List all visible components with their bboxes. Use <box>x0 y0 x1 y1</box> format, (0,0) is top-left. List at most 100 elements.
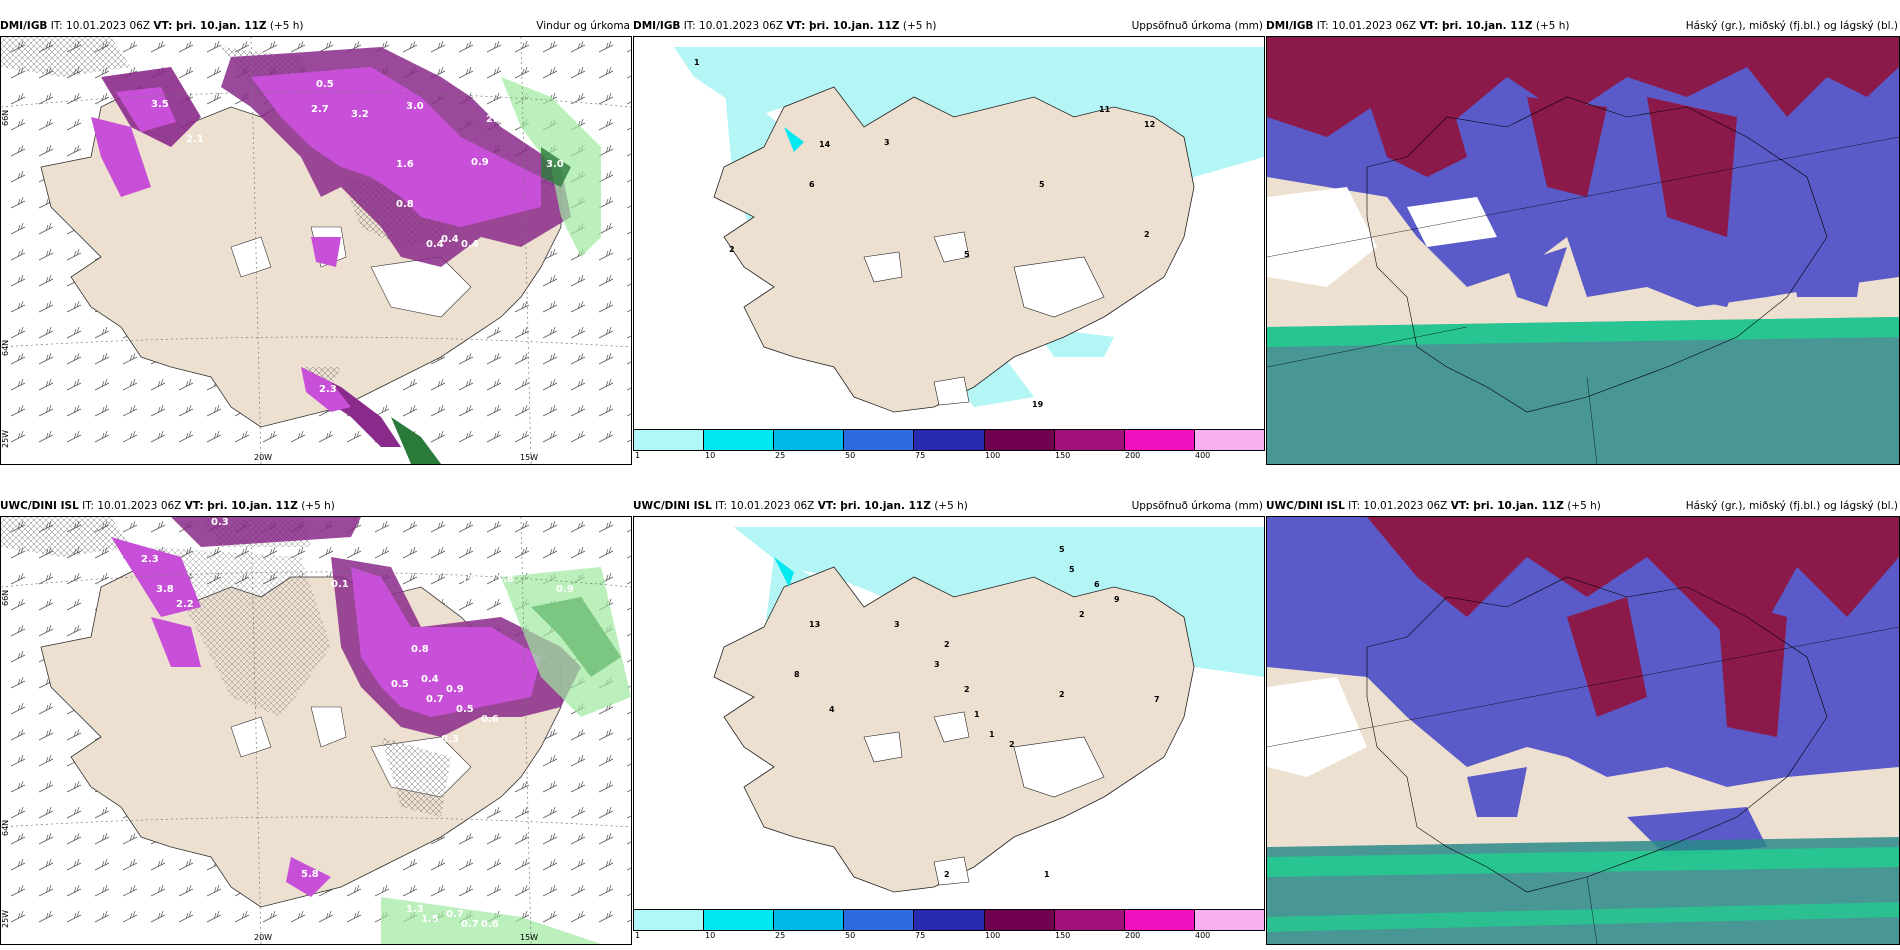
value-label: 1 <box>1044 870 1050 879</box>
value-label: 0.9 <box>556 584 574 595</box>
colorbar-swatch <box>1054 430 1125 450</box>
map-frame: 1 3 5 11 12 14 6 2 5 2 19 <box>633 36 1265 430</box>
value-label: 2.3 <box>456 574 474 585</box>
value-label: 0.7 <box>446 909 464 920</box>
init-time: IT: 10.01.2023 06Z <box>1348 500 1448 512</box>
source-label: DMI/IGB <box>633 20 681 32</box>
value-label: 8 <box>794 670 800 679</box>
value-label: 2 <box>944 640 950 649</box>
value-label: 3.2 <box>351 109 369 120</box>
lat-label-66: 66N <box>1 589 10 606</box>
init-time: IT: 10.01.2023 06Z <box>683 20 784 32</box>
colorbar-swatch <box>1124 910 1195 930</box>
panel-header: UWC/DINI ISL IT: 10.01.2023 06Z VT: þri.… <box>633 496 1265 516</box>
colorbar-swatch <box>1054 910 1125 930</box>
value-label: 2.6 <box>486 114 504 125</box>
panel-header: UWC/DINI ISL IT: 10.01.2023 06Z VT: þri.… <box>0 496 632 516</box>
wind-map-svg: 0.32.33.82.20.1 2.3 1.82.5 0.90.80.40.5 0.90… <box>1 517 631 944</box>
colorbar-tick-label: 50 <box>845 451 856 460</box>
value-label: 3.0 <box>406 101 424 112</box>
colorbar-tick-label: 1 <box>635 451 641 460</box>
colorbar-ticks: 1 10 25 50 75 100 150 200 400 <box>633 451 1265 463</box>
value-label: 3.5 <box>151 99 169 110</box>
value-label: 0.8 <box>411 644 429 655</box>
value-label: 2 <box>1079 610 1085 619</box>
colorbar-swatch <box>634 430 705 450</box>
colorbar-tick-label: 25 <box>775 451 786 460</box>
value-label: 1.3 <box>406 904 424 915</box>
value-label: 2.3 <box>319 384 337 395</box>
lon-label-20: 20W <box>254 933 273 942</box>
lon-label-15: 15W <box>520 453 539 462</box>
lat-label-64: 64N <box>1 339 10 356</box>
valid-time: VT: þri. 10.jan. 11Z <box>184 500 298 512</box>
value-label: 3 <box>934 660 940 669</box>
value-label: 0.5 <box>456 704 474 715</box>
value-label: 2 <box>964 685 970 694</box>
value-label: 2 <box>1144 230 1150 239</box>
colorbar-swatch <box>984 910 1055 930</box>
colorbar-swatch <box>774 430 845 450</box>
lead-time: (+5 h) <box>1567 500 1601 512</box>
colorbar-swatch <box>844 910 915 930</box>
wind-map-svg: 3.52.10.52.7 3.23.02.61.60.80.9 3.00.4 0.40… <box>1 37 631 464</box>
lon-label-15: 15W <box>520 933 539 942</box>
panel-cloud-bottom: UWC/DINI ISL IT: 10.01.2023 06Z VT: þri.… <box>1266 496 1900 945</box>
lead-time: (+5 h) <box>301 500 335 512</box>
colorbar <box>633 429 1265 451</box>
panel-wind-bottom: UWC/DINI ISL IT: 10.01.2023 06Z VT: þri.… <box>0 496 632 945</box>
colorbar-tick-label: 10 <box>705 451 716 460</box>
source-label: UWC/DINI ISL <box>1266 500 1345 512</box>
value-label: 2.1 <box>186 134 204 145</box>
value-label: 5 <box>1069 565 1075 574</box>
value-label: 6 <box>1094 580 1100 589</box>
panel-wind-top: DMI/IGB IT: 10.01.2023 06Z VT: þri. 10.j… <box>0 16 632 465</box>
colorbar-tick-label: 1 <box>635 931 641 940</box>
panel-header: UWC/DINI ISL IT: 10.01.2023 06Z VT: þri.… <box>1266 496 1900 516</box>
value-label: 6 <box>809 180 815 189</box>
colorbar-tick-label: 10 <box>705 931 716 940</box>
lon-label-20: 20W <box>254 453 273 462</box>
colorbar-tick-label: 100 <box>985 451 1001 460</box>
value-label: 5 <box>1039 180 1045 189</box>
value-label: 0.7 <box>426 694 444 705</box>
value-label: 3.8 <box>156 584 174 595</box>
value-label: 2.5 <box>491 589 509 600</box>
source-label: UWC/DINI ISL <box>0 500 79 512</box>
value-label: 0.4 <box>461 239 479 250</box>
value-label: 12 <box>1144 120 1155 129</box>
valid-time: VT: þri. 10.jan. 11Z <box>1419 20 1533 32</box>
init-time: IT: 10.01.2023 06Z <box>1316 20 1417 32</box>
value-label: 9 <box>1114 595 1120 604</box>
map-frame: 5 5 6 2 9 13 3 8 4 2 3 2 1 1 2 2 7 2 1 <box>633 516 1265 910</box>
source-label: UWC/DINI ISL <box>633 500 712 512</box>
value-label: 0.9 <box>446 684 464 695</box>
panel-precip-bottom: UWC/DINI ISL IT: 10.01.2023 06Z VT: þri.… <box>633 496 1265 944</box>
init-time: IT: 10.01.2023 06Z <box>82 500 182 512</box>
valid-time: VT: þri. 10.jan. 11Z <box>786 20 900 32</box>
colorbar-tick-label: 400 <box>1195 931 1211 940</box>
value-label: 1.5 <box>421 914 439 925</box>
value-label: 1 <box>694 58 700 67</box>
cloud-map-svg <box>1267 37 1899 464</box>
panel-cloud-top: DMI/IGB IT: 10.01.2023 06Z VT: þri. 10.j… <box>1266 16 1900 465</box>
value-label: 1.9 <box>591 919 609 930</box>
colorbar-tick-label: 25 <box>775 931 786 940</box>
colorbar-tick-label: 150 <box>1055 451 1071 460</box>
lat-label-63: 25W <box>1 429 10 448</box>
map-frame <box>1266 516 1900 945</box>
colorbar-ticks: 1 10 25 50 75 100 150 200 400 <box>633 931 1265 943</box>
colorbar-tick-label: 50 <box>845 931 856 940</box>
panel-header: DMI/IGB IT: 10.01.2023 06Z VT: þri. 10.j… <box>633 16 1265 36</box>
colorbar-swatch <box>914 910 985 930</box>
lat-label-64: 64N <box>1 819 10 836</box>
lead-time: (+5 h) <box>902 20 937 32</box>
value-label: 0.3 <box>211 517 229 528</box>
lead-time: (+5 h) <box>269 20 304 32</box>
value-label: 2 <box>729 245 735 254</box>
value-label: 1.8 <box>496 574 514 585</box>
colorbar-tick-label: 200 <box>1125 451 1141 460</box>
lat-label-66: 66N <box>1 109 10 126</box>
value-label: 14 <box>819 140 831 149</box>
map-frame: 3.5 2.1 0.5 2.7 3.2 3.0 2.6 1.6 0.8 0.9 3.0 0.4 0.4 0… <box>0 36 632 465</box>
